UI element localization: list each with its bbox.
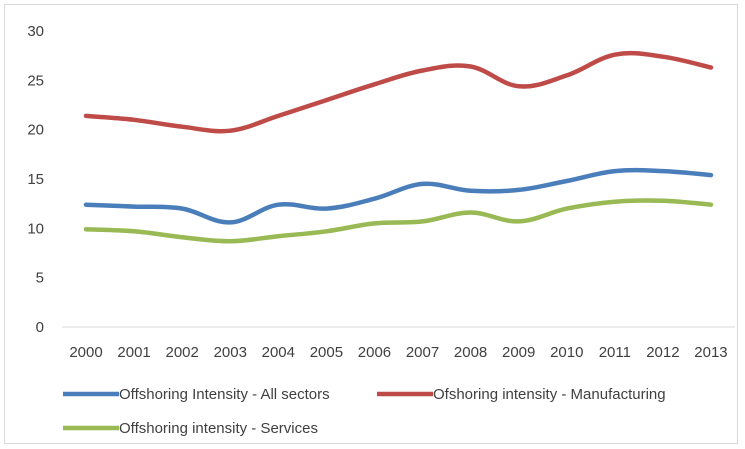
legend-label-all-sectors: Offshoring Intensity - All sectors — [119, 386, 330, 403]
x-axis: 2000 2001 2002 2003 2004 2005 2006 2007 2008 2009… — [69, 344, 727, 361]
x-tick-label: 2004 — [262, 344, 295, 361]
legend: Offshoring Intensity - All sectors Ofshor… — [63, 386, 666, 437]
x-tick-label: 2008 — [454, 344, 487, 361]
legend-label-services: Offshoring intensity - Services — [119, 420, 318, 437]
x-tick-label: 2003 — [214, 344, 247, 361]
x-tick-label: 2000 — [69, 344, 102, 361]
plot-series — [83, 50, 714, 244]
x-tick-label: 2001 — [117, 344, 150, 361]
series-line-manufacturing — [83, 50, 714, 134]
legend-label-manufacturing: Ofshoring intensity - Manufacturing — [433, 386, 666, 403]
y-tick-label: 0 — [36, 319, 44, 336]
x-tick-label: 2005 — [310, 344, 343, 361]
x-tick-label: 2002 — [165, 344, 198, 361]
y-tick-label: 5 — [36, 270, 44, 287]
x-tick-label: 2006 — [358, 344, 391, 361]
y-tick-label: 10 — [27, 220, 44, 237]
y-tick-label: 20 — [27, 122, 44, 139]
y-tick-label: 25 — [27, 72, 44, 89]
x-tick-label: 2009 — [502, 344, 535, 361]
series-line-all-sectors — [83, 167, 714, 225]
y-tick-label: 15 — [27, 171, 44, 188]
chart-area: 0 5 10 15 20 25 30 2000 2001 2002 2003 2004 2005 200… — [4, 4, 738, 444]
y-axis: 0 5 10 15 20 25 30 — [27, 23, 44, 336]
x-tick-label: 2007 — [406, 344, 439, 361]
x-tick-label: 2011 — [599, 344, 631, 361]
y-tick-label: 30 — [27, 23, 44, 40]
series-line-services — [83, 198, 714, 244]
x-tick-label: 2012 — [646, 344, 679, 361]
x-tick-label: 2010 — [550, 344, 583, 361]
x-tick-label: 2013 — [694, 344, 727, 361]
